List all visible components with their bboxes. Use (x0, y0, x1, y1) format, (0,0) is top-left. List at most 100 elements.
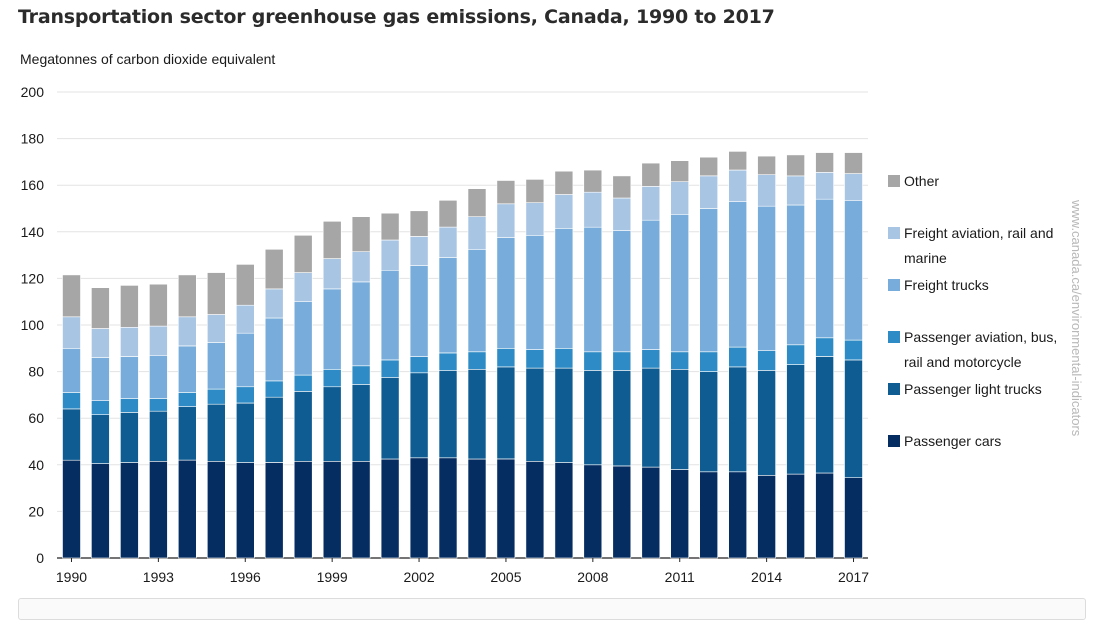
bar-segment-2006-s2 (525, 349, 545, 369)
bar-segment-2005-s5 (496, 180, 516, 205)
bar-segment-1996-s1 (236, 402, 255, 463)
bar-segment-2006-s3 (525, 235, 545, 350)
bar-segment-2004-s3 (467, 249, 487, 353)
bar-segment-1990-s1 (62, 408, 81, 461)
axes: Megatonnes of carbon dioxide equivalent … (20, 51, 869, 585)
bar-segment-2001-s1 (380, 377, 400, 460)
bar-segment-2016-s0 (815, 472, 834, 559)
bar-segment-1998-s1 (293, 391, 313, 462)
bar-segment-2004-s1 (467, 368, 487, 460)
bar-segment-1996-s5 (236, 264, 255, 306)
bar-segment-1991-s0 (91, 463, 110, 559)
bar-segment-2016-s5 (815, 152, 834, 173)
bar-segment-1992-s2 (120, 398, 139, 413)
bar-segment-2005-s2 (496, 347, 516, 368)
bar-segment-2008-s3 (583, 226, 603, 353)
bar-segment-1995-s2 (207, 388, 226, 405)
bar-segment-1993-s0 (149, 460, 168, 559)
bar-segment-2000-s5 (351, 216, 371, 252)
x-tick-label: 2008 (577, 569, 608, 585)
bar-segment-2003-s5 (438, 200, 458, 228)
bar-segment-2007-s2 (554, 347, 574, 369)
bar-segment-2011-s2 (670, 351, 690, 370)
bar-segment-1992-s0 (120, 462, 139, 559)
bar-segment-2006-s4 (525, 202, 545, 236)
bar-segment-2007-s5 (554, 170, 574, 195)
bar-segment-2001-s2 (380, 359, 400, 378)
y-tick-label: 200 (21, 84, 45, 100)
bar-segment-2009-s0 (612, 465, 632, 559)
bar-segment-2014-s4 (757, 174, 776, 207)
bar-segment-1995-s3 (207, 342, 226, 390)
bar-segment-1991-s4 (91, 328, 110, 358)
bar-segment-1998-s3 (293, 301, 313, 376)
bar-segment-1990-s4 (62, 316, 81, 349)
x-tick-label: 1993 (143, 569, 174, 585)
bar-segment-2007-s0 (554, 462, 574, 559)
bar-segment-2012-s0 (699, 471, 719, 559)
bar-segment-1993-s2 (149, 398, 168, 412)
bar-segment-2002-s1 (409, 372, 429, 459)
bar-segment-2010-s4 (641, 186, 661, 221)
legend-swatch-5 (888, 175, 900, 187)
bar-segment-2003-s4 (438, 226, 458, 258)
x-tick-label: 1996 (230, 569, 261, 585)
bar-segment-2011-s3 (670, 214, 690, 353)
legend-swatch-0 (888, 435, 900, 447)
bar-segment-1994-s1 (178, 406, 197, 461)
bar-segment-2001-s3 (380, 269, 400, 361)
bar-segment-1993-s3 (149, 354, 168, 399)
bar-segment-2010-s1 (641, 367, 661, 468)
bar-segment-1992-s3 (120, 356, 139, 399)
bar-segment-1997-s3 (264, 317, 284, 382)
bar-segment-2007-s4 (554, 194, 574, 229)
legend-swatch-3 (888, 279, 900, 291)
legend-swatch-4 (888, 227, 900, 239)
bar-segment-2009-s1 (612, 370, 632, 467)
bar-segment-2009-s5 (612, 175, 632, 199)
bar-segment-2010-s5 (641, 162, 661, 187)
bar-segment-1995-s4 (207, 314, 226, 343)
bar-segment-2013-s4 (728, 169, 748, 202)
chart-title: Transportation sector greenhouse gas emi… (18, 6, 775, 28)
bar-segment-1990-s0 (62, 459, 81, 559)
bar-segment-2009-s3 (612, 230, 632, 353)
bar-segment-1995-s1 (207, 403, 226, 462)
bar-segment-1997-s1 (264, 396, 284, 463)
bar-segment-1995-s0 (207, 460, 226, 559)
bar-segment-1996-s3 (236, 332, 255, 388)
bar-segment-1999-s3 (322, 288, 342, 370)
bar-segment-2010-s0 (641, 466, 661, 559)
y-tick-label: 140 (21, 224, 45, 240)
bar-segment-1998-s5 (293, 235, 313, 273)
bar-segment-1992-s4 (120, 326, 139, 357)
chart: Megatonnes of carbon dioxide equivalent … (20, 51, 1084, 585)
bar-segment-1991-s1 (91, 414, 110, 464)
bar-segment-2008-s2 (583, 351, 603, 371)
bar-segment-2012-s1 (699, 371, 719, 473)
bar-segment-2003-s0 (438, 457, 458, 559)
bar-segment-2009-s2 (612, 351, 632, 371)
bar-segment-1997-s4 (264, 288, 284, 319)
bar-segment-2007-s3 (554, 228, 574, 349)
bar-segment-2005-s1 (496, 366, 516, 460)
bar-segment-1997-s0 (264, 462, 284, 559)
bar-segment-1999-s2 (322, 368, 342, 388)
legend-label-1: Passenger light trucks (904, 381, 1042, 397)
bar-segment-1994-s5 (178, 274, 197, 318)
bar-segment-2017-s5 (844, 152, 863, 174)
bar-segment-2014-s1 (757, 370, 776, 476)
bar-segment-2013-s1 (728, 366, 748, 473)
bar-segment-1998-s2 (293, 374, 313, 392)
bar-segment-1992-s1 (120, 412, 139, 463)
bar-segment-2017-s2 (844, 339, 863, 361)
bar-segment-2014-s3 (757, 205, 776, 351)
x-tick-label: 2017 (838, 569, 869, 585)
legend-label-5: Other (904, 173, 939, 189)
bar-segment-2008-s4 (583, 191, 603, 228)
bar-segment-2008-s0 (583, 464, 603, 559)
bar-segment-2014-s2 (757, 350, 776, 371)
bar-segment-2010-s3 (641, 219, 661, 350)
bar-segment-2012-s2 (699, 351, 719, 372)
bar-segment-1995-s5 (207, 272, 226, 315)
